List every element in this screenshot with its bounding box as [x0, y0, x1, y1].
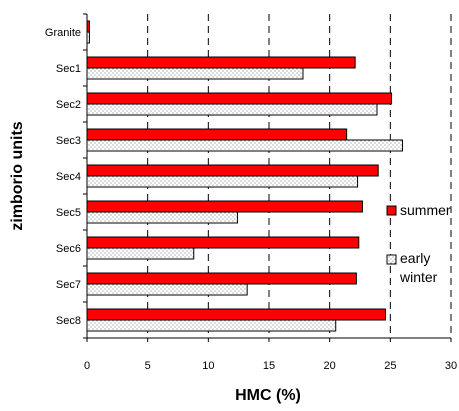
bar-summer: [86, 272, 357, 285]
bar-summer: [86, 236, 360, 249]
legend-label-summer: summer: [400, 202, 451, 218]
bar-early-winter: [86, 247, 195, 260]
bar-summer: [86, 128, 348, 141]
x-tick-label: 30: [445, 360, 457, 372]
category-label: Sec1: [56, 63, 81, 75]
x-axis-title: HMC (%): [235, 387, 301, 404]
category-label: Sec3: [56, 135, 81, 147]
legend-swatch-summer: [386, 205, 397, 216]
category-label: Sec2: [56, 99, 81, 111]
bar-early-winter: [86, 103, 378, 116]
bar-early-winter: [86, 319, 337, 332]
y-axis-title: zimborio units: [9, 121, 26, 230]
bar-early-winter: [86, 175, 359, 188]
bar-summer: [86, 164, 379, 177]
x-tick-label: 0: [84, 360, 90, 372]
bar-early-winter: [86, 283, 248, 296]
bar-summer: [86, 308, 386, 321]
category-label: Sec5: [56, 207, 81, 219]
bar-summer: [86, 56, 356, 69]
bar-early-winter: [86, 211, 238, 224]
x-tick-label: 15: [263, 360, 275, 372]
bar-summer: [86, 92, 393, 105]
bar-summer: [86, 200, 363, 213]
category-label: Sec7: [56, 279, 81, 291]
legend-label-early-winter-line2: winter: [399, 269, 438, 285]
x-tick-label: 20: [324, 360, 336, 372]
x-tick-label: 10: [202, 360, 214, 372]
bar-early-winter: [86, 67, 304, 80]
category-label: Sec8: [56, 315, 81, 327]
x-tick-label: 25: [384, 360, 396, 372]
legend-label-early-winter-line1: early: [400, 250, 430, 266]
x-tick-label: 5: [145, 360, 151, 372]
category-label: Sec4: [56, 171, 81, 183]
category-label: Sec6: [56, 243, 81, 255]
bar-early-winter: [86, 139, 403, 152]
category-label: Granite: [45, 27, 81, 39]
legend-swatch-early-winter: [386, 254, 397, 265]
